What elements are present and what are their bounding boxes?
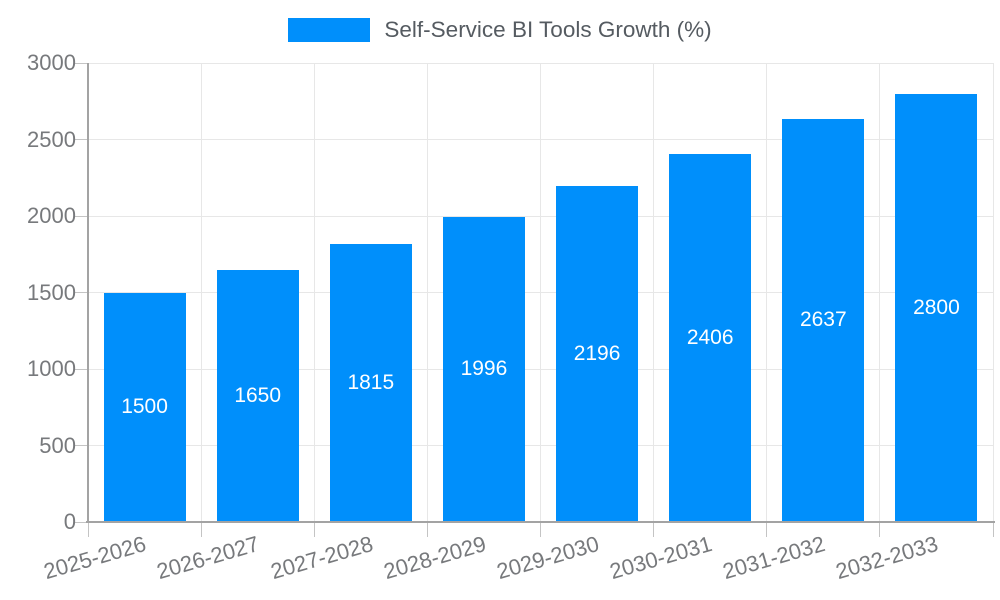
gridline-x-7 — [879, 63, 881, 522]
x-axis-line — [86, 521, 995, 523]
bar-2029-2030[interactable] — [556, 186, 639, 521]
bar-2025-2026[interactable] — [103, 292, 186, 521]
legend[interactable]: Self-Service BI Tools Growth (%) — [0, 17, 1000, 43]
gridline-x-1 — [200, 63, 202, 522]
x-tick-label-2028-2029: 2028-2029 — [380, 531, 489, 585]
x-tick-mark-8 — [992, 522, 994, 537]
y-tick-label-1500: 1500 — [27, 279, 76, 305]
y-tick-label-1000: 1000 — [27, 356, 76, 381]
bar-value-label-2031-2032: 2637 — [799, 308, 847, 332]
bar-2030-2031[interactable] — [669, 153, 752, 521]
x-tick-label-2027-2028: 2027-2028 — [267, 531, 376, 585]
x-tick-label-2030-2031: 2030-2031 — [606, 531, 715, 585]
x-tick-mark-2 — [313, 522, 315, 537]
y-tick-mark-3000 — [74, 62, 88, 64]
x-tick-label-2025-2026: 2025-2026 — [41, 531, 150, 585]
x-tick-label-2029-2030: 2029-2030 — [493, 531, 602, 585]
y-tick-label-500: 500 — [39, 432, 76, 458]
x-tick-mark-3 — [426, 522, 428, 537]
gridline-x-3 — [426, 63, 428, 522]
bar-value-label-2029-2030: 2196 — [573, 342, 621, 365]
y-tick-mark-0 — [74, 521, 88, 523]
x-tick-label-2026-2027: 2026-2027 — [154, 531, 263, 585]
x-tick-mark-7 — [879, 522, 881, 537]
y-tick-label-2000: 2000 — [27, 203, 76, 228]
y-tick-label-0: 0 — [63, 509, 76, 534]
x-tick-mark-1 — [200, 522, 202, 537]
bar-value-label-2025-2026: 1500 — [121, 395, 168, 419]
x-tick-mark-5 — [653, 522, 655, 537]
gridline-x-8 — [992, 63, 994, 522]
y-tick-mark-1500 — [74, 292, 88, 293]
x-tick-label-2032-2033: 2032-2033 — [833, 531, 942, 585]
x-tick-label-2031-2032: 2031-2032 — [719, 531, 828, 585]
bar-value-label-2027-2028: 1815 — [347, 371, 395, 395]
x-tick-mark-4 — [540, 522, 541, 537]
legend-swatch — [288, 18, 371, 42]
y-tick-mark-1000 — [74, 368, 88, 370]
x-tick-mark-6 — [766, 522, 768, 537]
x-tick-mark-0 — [87, 522, 89, 537]
bar-2027-2028[interactable] — [329, 244, 412, 521]
y-tick-mark-2000 — [74, 215, 88, 217]
gridline-x-5 — [653, 63, 655, 522]
y-tick-label-2500: 2500 — [27, 126, 76, 152]
bar-value-label-2026-2027: 1650 — [234, 383, 282, 407]
y-tick-mark-2500 — [74, 139, 88, 140]
bar-2032-2033[interactable] — [895, 93, 978, 521]
bar-value-label-2032-2033: 2800 — [913, 295, 960, 319]
gridline-x-4 — [540, 63, 541, 522]
y-axis-line — [87, 63, 89, 522]
bar-2031-2032[interactable] — [782, 118, 865, 521]
gridline-x-2 — [313, 63, 315, 522]
bar-value-label-2028-2029: 1996 — [460, 357, 508, 381]
bar-value-label-2030-2031: 2406 — [686, 325, 734, 349]
y-tick-mark-500 — [74, 445, 88, 446]
gridline-x-6 — [766, 63, 768, 522]
legend-label: Self-Service BI Tools Growth (%) — [384, 17, 712, 42]
y-tick-label-3000: 3000 — [27, 50, 76, 75]
bar-2026-2027[interactable] — [216, 269, 299, 521]
bar-2028-2029[interactable] — [442, 216, 525, 521]
